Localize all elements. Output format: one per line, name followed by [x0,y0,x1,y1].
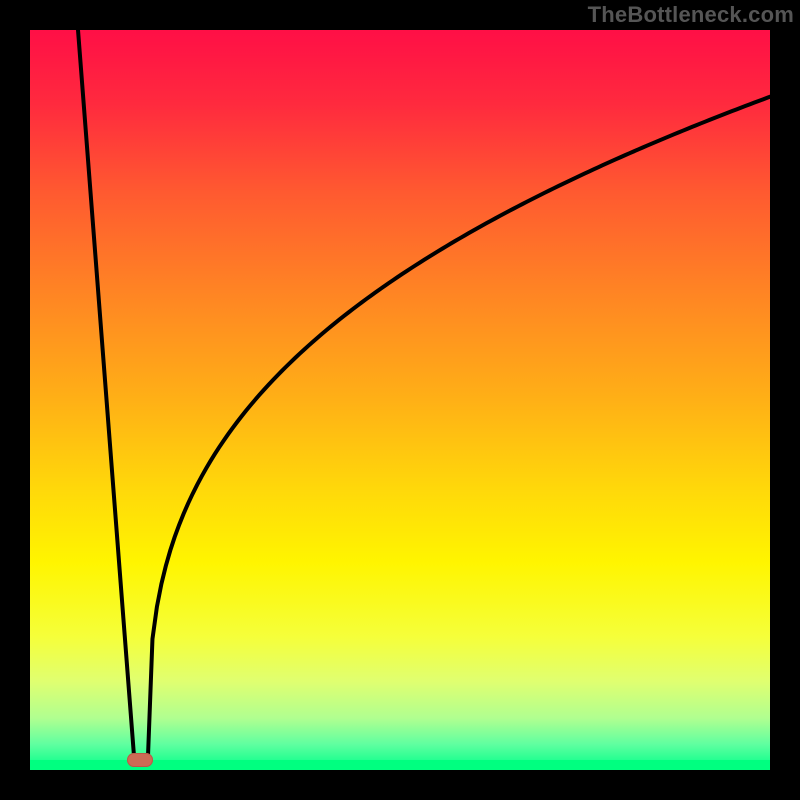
plot-area [30,30,770,770]
optimal-marker [127,753,153,767]
left-branch-line [78,30,134,756]
right-branch-curve [148,96,770,756]
watermark-text: TheBottleneck.com [588,2,794,28]
curve-layer [30,30,770,770]
